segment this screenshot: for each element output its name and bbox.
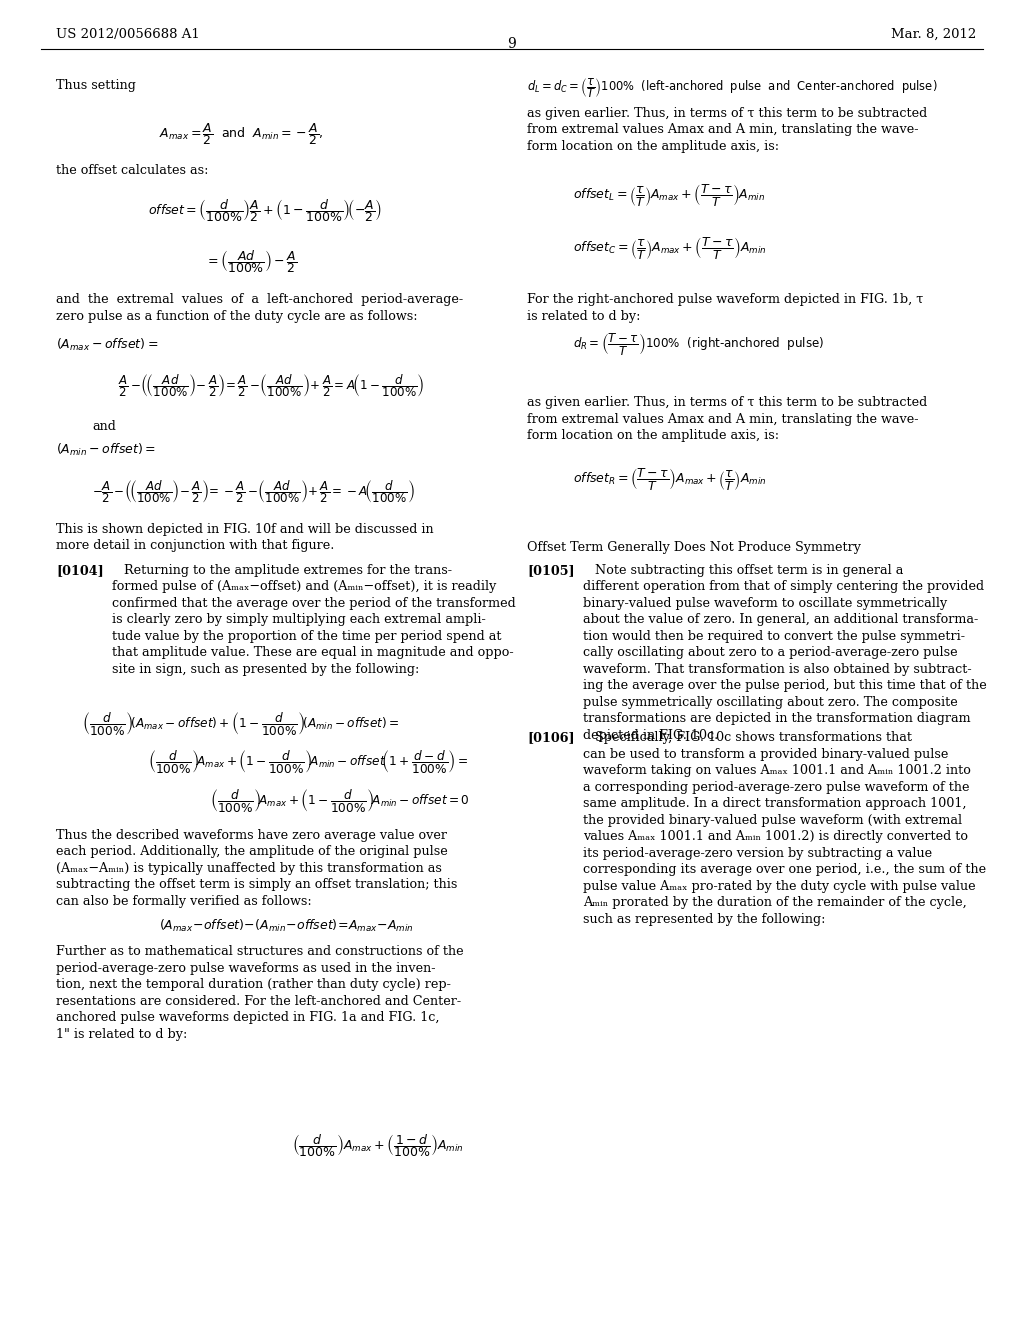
Text: as given earlier. Thus, in terms of τ this term to be subtracted
from extremal v: as given earlier. Thus, in terms of τ th…	[527, 396, 928, 442]
Text: For the right-anchored pulse waveform depicted in FIG. 1b, τ
is related to d by:: For the right-anchored pulse waveform de…	[527, 293, 924, 322]
Text: Thus setting: Thus setting	[56, 79, 136, 92]
Text: Mar. 8, 2012: Mar. 8, 2012	[891, 28, 976, 41]
Text: and  the  extremal  values  of  a  left-anchored  period-average-
zero pulse as : and the extremal values of a left-anchor…	[56, 293, 464, 322]
Text: $\mathit{offset}_R = \left(\dfrac{T-\tau}{T}\right)A_{max} + \left(\dfrac{\tau}{: $\mathit{offset}_R = \left(\dfrac{T-\tau…	[573, 466, 767, 492]
Text: [0105]: [0105]	[527, 564, 575, 577]
Text: Further as to mathematical structures and constructions of the
period-average-ze: Further as to mathematical structures an…	[56, 945, 464, 1040]
Text: [0104]: [0104]	[56, 564, 104, 577]
Text: $-\dfrac{A}{2} - \!\left(\!\left(\dfrac{Ad}{100\%}\right)\!-\dfrac{A}{2}\right)\: $-\dfrac{A}{2} - \!\left(\!\left(\dfrac{…	[92, 478, 415, 504]
Text: [0106]: [0106]	[527, 731, 575, 744]
Text: as given earlier. Thus, in terms of τ this term to be subtracted
from extremal v: as given earlier. Thus, in terms of τ th…	[527, 107, 928, 153]
Text: $\left(\dfrac{d}{100\%}\right)\!A_{max} + \left(1 - \dfrac{d}{100\%}\right)\!A_{: $\left(\dfrac{d}{100\%}\right)\!A_{max} …	[210, 787, 469, 813]
Text: $(A_{min} - \mathit{offset}) =$: $(A_{min} - \mathit{offset}) =$	[56, 442, 156, 458]
Text: and: and	[92, 420, 116, 433]
Text: $\left(\dfrac{d}{100\%}\right)A_{max} + \left(\dfrac{1-d}{100\%}\right)A_{min}$: $\left(\dfrac{d}{100\%}\right)A_{max} + …	[292, 1133, 464, 1159]
Text: $\mathit{offset} = \left(\dfrac{d}{100\%}\right)\dfrac{A}{2} + \left(1 - \dfrac{: $\mathit{offset} = \left(\dfrac{d}{100\%…	[148, 197, 383, 223]
Text: $d_R = \left(\dfrac{T-\tau}{T}\right)100\%$  (right-anchored  pulse): $d_R = \left(\dfrac{T-\tau}{T}\right)100…	[573, 331, 824, 358]
Text: Returning to the amplitude extremes for the trans-
formed pulse of (Aₘₐₓ−offset): Returning to the amplitude extremes for …	[112, 564, 515, 676]
Text: Note subtracting this offset term is in general a
different operation from that : Note subtracting this offset term is in …	[583, 564, 986, 742]
Text: $\dfrac{A}{2} - \!\left(\!\left(\dfrac{Ad}{100\%}\right)\!-\dfrac{A}{2}\right)\!: $\dfrac{A}{2} - \!\left(\!\left(\dfrac{A…	[118, 372, 424, 399]
Text: $(A_{max}\!-\!\mathit{offset})\!-\!(A_{min}\!-\!\mathit{offset})\!=\!A_{max}\!-\: $(A_{max}\!-\!\mathit{offset})\!-\!(A_{m…	[159, 917, 414, 933]
Text: US 2012/0056688 A1: US 2012/0056688 A1	[56, 28, 200, 41]
Text: $= \left(\dfrac{Ad}{100\%}\right) - \dfrac{A}{2}$: $= \left(\dfrac{Ad}{100\%}\right) - \dfr…	[205, 248, 297, 275]
Text: $\mathit{offset}_C = \left(\dfrac{\tau}{T}\right)A_{max} + \left(\dfrac{T-\tau}{: $\mathit{offset}_C = \left(\dfrac{\tau}{…	[573, 235, 767, 261]
Text: $\left(\dfrac{d}{100\%}\right)\!(A_{max} - \mathit{offset}) + \left(1 - \dfrac{d: $\left(\dfrac{d}{100\%}\right)\!(A_{max}…	[82, 710, 399, 737]
Text: Thus the described waveforms have zero average value over
each period. Additiona: Thus the described waveforms have zero a…	[56, 829, 458, 908]
Text: Offset Term Generally Does Not Produce Symmetry: Offset Term Generally Does Not Produce S…	[527, 541, 861, 554]
Text: 9: 9	[508, 37, 516, 51]
Text: $A_{max} = \dfrac{A}{2}$  and  $A_{min} = -\dfrac{A}{2},$: $A_{max} = \dfrac{A}{2}$ and $A_{min} = …	[159, 121, 324, 148]
Text: $(A_{max} - \mathit{offset}) =$: $(A_{max} - \mathit{offset}) =$	[56, 337, 159, 352]
Text: the offset calculates as:: the offset calculates as:	[56, 164, 209, 177]
Text: $\mathit{offset}_L = \left(\dfrac{\tau}{T}\right)A_{max} + \left(\dfrac{T-\tau}{: $\mathit{offset}_L = \left(\dfrac{\tau}{…	[573, 182, 766, 209]
Text: This is shown depicted in FIG. 10f and will be discussed in
more detail in conju: This is shown depicted in FIG. 10f and w…	[56, 523, 434, 552]
Text: Specifically, FIG. 10c shows transformations that
can be used to transform a pro: Specifically, FIG. 10c shows transformat…	[583, 731, 986, 925]
Text: $d_L = d_C = \left(\dfrac{\tau}{T}\right)100\%$  (left-anchored  pulse  and  Cen: $d_L = d_C = \left(\dfrac{\tau}{T}\right…	[527, 77, 938, 100]
Text: $\left(\dfrac{d}{100\%}\right)\!A_{max} + \left(1 - \dfrac{d}{100\%}\right)\!A_{: $\left(\dfrac{d}{100\%}\right)\!A_{max} …	[148, 748, 469, 775]
